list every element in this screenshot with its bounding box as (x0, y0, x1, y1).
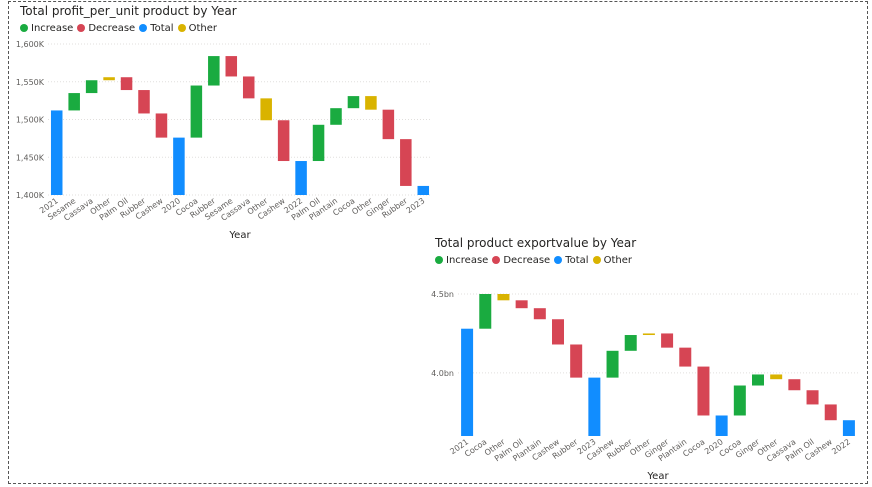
waterfall-bar-other[interactable] (642, 333, 655, 336)
waterfall-bar-total[interactable] (715, 415, 728, 436)
waterfall-bar-decrease[interactable] (120, 77, 133, 91)
waterfall-bar-increase[interactable] (312, 124, 325, 162)
legend-label: Other (188, 23, 217, 34)
legend-dot-icon (177, 24, 186, 32)
waterfall-bar-total[interactable] (842, 420, 855, 436)
waterfall-bar-increase[interactable] (347, 96, 360, 109)
waterfall-bar-decrease[interactable] (552, 319, 564, 345)
legend-dot-icon (492, 256, 501, 264)
waterfall-bar-decrease[interactable] (382, 109, 395, 140)
waterfall-bar-decrease[interactable] (788, 379, 801, 391)
legend-label: Total (150, 23, 174, 34)
waterfall-bar-decrease[interactable] (533, 308, 546, 320)
waterfall-bar-decrease[interactable] (570, 344, 583, 378)
export-waterfall-visual[interactable]: Total product exportvalue by Year Increa… (430, 236, 860, 482)
waterfall-bar-total[interactable] (295, 161, 307, 195)
waterfall-bar-increase[interactable] (330, 108, 342, 125)
legend-item-increase[interactable]: Increase (20, 23, 73, 34)
waterfall-bar-other[interactable] (497, 294, 510, 301)
legend-item-other[interactable]: Other (592, 255, 632, 266)
legend-item-total[interactable]: Total (554, 255, 589, 266)
waterfall-bar-decrease[interactable] (824, 404, 837, 421)
legend-label: Increase (31, 23, 74, 34)
legend-item-increase[interactable]: Increase (435, 255, 488, 266)
legend-dot-icon (554, 256, 563, 264)
legend-item-decrease[interactable]: Decrease (492, 255, 550, 266)
report-canvas (8, 1, 868, 484)
waterfall-bar-total[interactable] (588, 377, 601, 436)
y-tick-label: 1,450K (16, 153, 45, 162)
waterfall-bar-increase[interactable] (208, 56, 220, 86)
waterfall-bar-other[interactable] (770, 374, 783, 380)
legend-item-other[interactable]: Other (177, 23, 217, 34)
waterfall-bar-increase[interactable] (479, 294, 492, 329)
chart-title: Total product exportvalue by Year (435, 236, 637, 250)
x-axis-title: Year (228, 230, 251, 241)
waterfall-bar-total[interactable] (461, 328, 474, 436)
y-tick-label: 1,600K (16, 40, 45, 49)
profit-waterfall-visual[interactable]: Total profit_per_unit product by Year In… (10, 4, 440, 244)
waterfall-bar-total[interactable] (50, 110, 63, 195)
waterfall-bar-decrease[interactable] (242, 76, 255, 99)
y-tick-label: 1,400K (16, 191, 45, 200)
waterfall-bar-increase[interactable] (733, 385, 746, 416)
waterfall-bar-total[interactable] (173, 137, 185, 195)
waterfall-bar-decrease[interactable] (400, 139, 412, 186)
waterfall-bar-decrease[interactable] (679, 347, 692, 367)
legend-item-decrease[interactable]: Decrease (77, 23, 135, 34)
legend-dot-icon (77, 24, 86, 32)
waterfall-bar-decrease[interactable] (515, 300, 528, 309)
waterfall-bar-increase[interactable] (68, 93, 80, 111)
waterfall-bar-other[interactable] (103, 77, 115, 81)
x-tick-label: 2023 (405, 196, 427, 215)
legend-label: Decrease (88, 23, 136, 34)
legend-label: Increase (446, 255, 489, 266)
waterfall-bar-total[interactable] (417, 185, 430, 195)
waterfall-bar-increase[interactable] (606, 350, 619, 378)
legend-dot-icon (592, 256, 601, 264)
waterfall-bar-increase[interactable] (624, 335, 637, 351)
waterfall-bar-other[interactable] (260, 98, 272, 121)
y-tick-label: 1,550K (16, 78, 45, 87)
chart-legend: Increase Decrease Total Other (20, 23, 221, 34)
waterfall-bar-decrease[interactable] (155, 113, 168, 138)
legend-label: Other (603, 255, 632, 266)
y-tick-label: 4.5bn (431, 290, 454, 299)
waterfall-bar-decrease[interactable] (277, 120, 290, 162)
waterfall-bar-increase[interactable] (752, 374, 764, 386)
waterfall-bar-increase[interactable] (190, 85, 203, 138)
waterfall-bar-decrease[interactable] (138, 90, 150, 114)
waterfall-bar-decrease[interactable] (697, 366, 710, 416)
x-tick-label: 2022 (830, 437, 852, 456)
waterfall-bar-decrease[interactable] (225, 56, 238, 77)
legend-label: Total (565, 255, 589, 266)
legend-dot-icon (139, 24, 148, 32)
legend-item-total[interactable]: Total (139, 23, 174, 34)
waterfall-bar-increase[interactable] (85, 80, 98, 94)
waterfall-bar-decrease[interactable] (661, 333, 674, 348)
y-tick-label: 4.0bn (431, 369, 454, 378)
y-tick-label: 1,500K (16, 116, 45, 125)
chart-legend: Increase Decrease Total Other (435, 255, 636, 266)
chart-title: Total profit_per_unit product by Year (20, 4, 237, 18)
legend-dot-icon (20, 24, 28, 32)
waterfall-bar-decrease[interactable] (806, 390, 819, 405)
legend-label: Decrease (503, 255, 551, 266)
waterfall-bar-other[interactable] (365, 96, 377, 110)
legend-dot-icon (435, 256, 443, 264)
profit-waterfall-chart: 1,400K1,450K1,500K1,550K1,600K2021Sesame… (16, 40, 432, 241)
x-axis-title: Year (646, 471, 669, 482)
